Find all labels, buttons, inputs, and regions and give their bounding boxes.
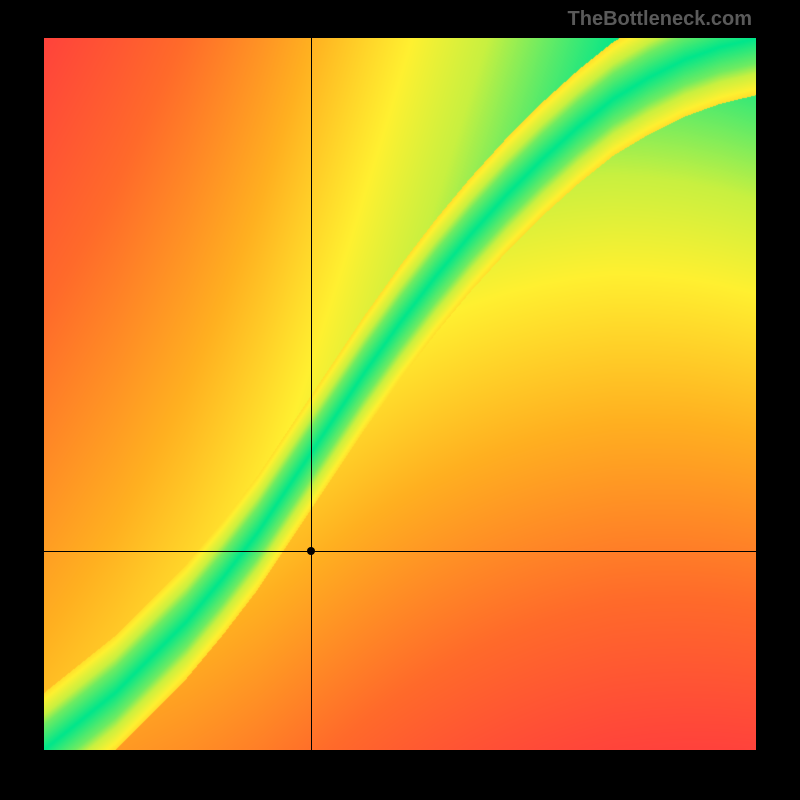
heatmap-canvas xyxy=(44,38,756,750)
crosshair-marker xyxy=(307,547,315,555)
crosshair-vertical xyxy=(311,38,312,750)
heatmap-chart xyxy=(44,38,756,750)
watermark-text: TheBottleneck.com xyxy=(568,8,752,31)
crosshair-horizontal xyxy=(44,551,756,552)
